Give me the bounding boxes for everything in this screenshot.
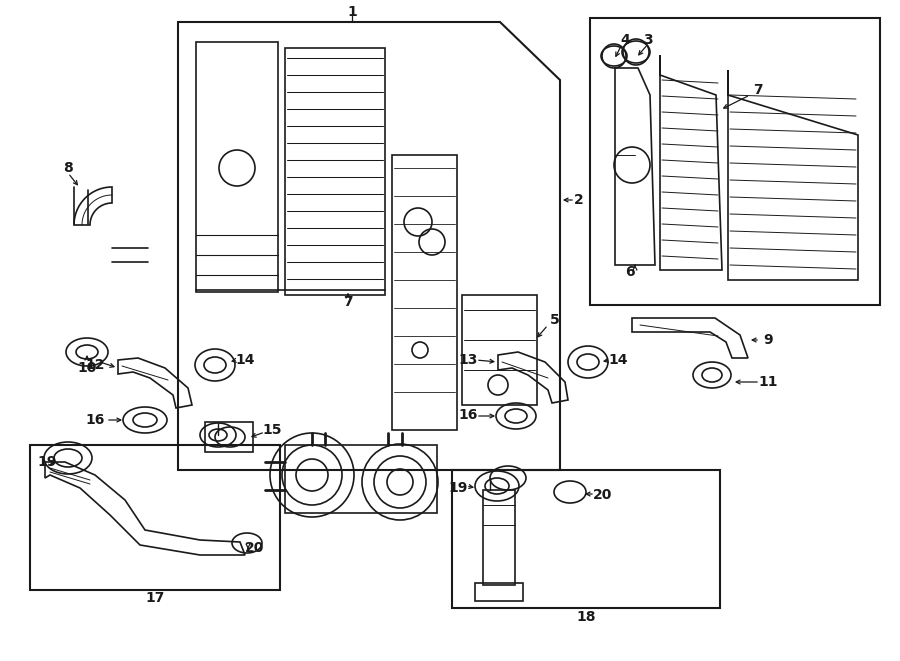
Text: 16: 16 <box>86 413 104 427</box>
Text: 2: 2 <box>574 193 584 207</box>
Text: 3: 3 <box>644 33 652 47</box>
Text: 7: 7 <box>753 83 763 97</box>
Bar <box>475 583 523 601</box>
Bar <box>285 445 437 513</box>
Bar <box>462 295 537 405</box>
Bar <box>205 422 253 452</box>
Text: 15: 15 <box>262 423 282 437</box>
Text: 16: 16 <box>458 408 478 422</box>
Text: 6: 6 <box>626 265 634 279</box>
Text: 14: 14 <box>235 353 255 367</box>
Bar <box>30 445 280 590</box>
Bar <box>590 18 880 305</box>
Bar <box>196 42 278 292</box>
Text: 12: 12 <box>86 358 104 372</box>
Text: 9: 9 <box>763 333 773 347</box>
Text: 18: 18 <box>576 610 596 624</box>
Bar <box>452 470 720 608</box>
Text: 19: 19 <box>448 481 468 495</box>
Text: 5: 5 <box>550 313 560 327</box>
Text: 17: 17 <box>145 591 165 605</box>
Text: 14: 14 <box>608 353 628 367</box>
Text: 8: 8 <box>63 161 73 175</box>
Text: 7: 7 <box>343 295 353 309</box>
Text: 4: 4 <box>620 33 630 47</box>
Text: 20: 20 <box>246 541 265 555</box>
Text: 20: 20 <box>593 488 613 502</box>
Text: 11: 11 <box>758 375 778 389</box>
Text: 13: 13 <box>458 353 478 367</box>
Text: 19: 19 <box>37 455 57 469</box>
Bar <box>392 155 457 430</box>
Bar <box>483 490 515 585</box>
Text: 1: 1 <box>347 5 357 19</box>
Bar <box>285 48 385 295</box>
Text: 10: 10 <box>77 361 96 375</box>
